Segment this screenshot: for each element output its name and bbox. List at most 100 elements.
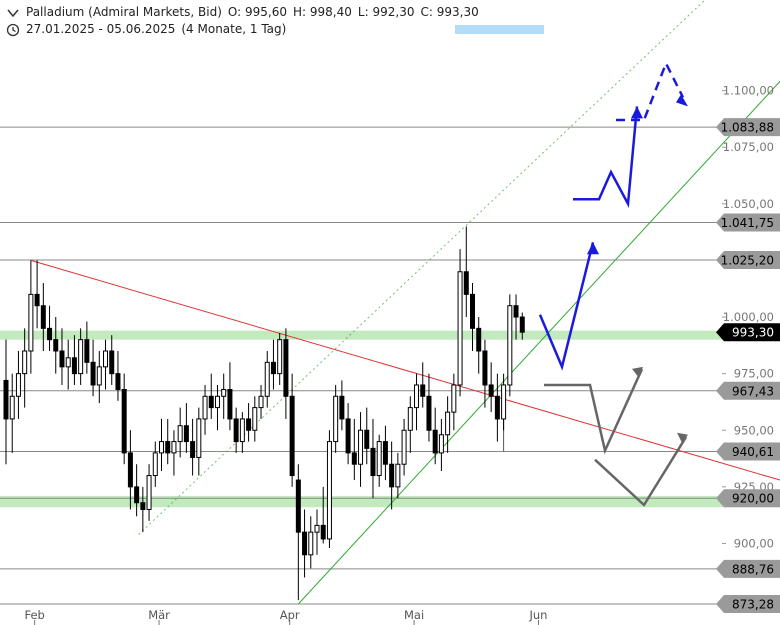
candle-body <box>451 384 457 413</box>
candle-body <box>488 384 494 397</box>
price-tick-label: 900,00 <box>734 536 774 550</box>
candle-body <box>376 441 382 477</box>
chart-header: Palladium (Admiral Markets, Bid) O: 995,… <box>6 4 479 38</box>
candle-body <box>233 418 239 443</box>
candle-body <box>28 293 34 352</box>
candle-body <box>214 395 220 409</box>
candle-body <box>482 350 488 386</box>
scenario-alt-path <box>544 368 644 455</box>
candle-body <box>196 418 202 458</box>
candle-body <box>78 339 84 375</box>
candle-body <box>277 339 283 375</box>
uptrend-line <box>297 81 780 605</box>
candle-body <box>333 395 339 443</box>
level-tag <box>716 118 780 137</box>
candle-body <box>407 407 413 431</box>
candle-body <box>414 384 420 409</box>
instrument-row: Palladium (Admiral Markets, Bid) O: 995,… <box>6 4 479 21</box>
candle-body <box>177 425 183 443</box>
candle-body <box>152 452 158 477</box>
current-price-label: 993,30 <box>732 326 774 340</box>
candle-body <box>302 531 308 556</box>
candle-body <box>227 388 233 420</box>
month-label: Jun <box>528 608 547 622</box>
candle-body <box>208 395 214 409</box>
candle-body <box>121 388 127 454</box>
candle-body <box>339 395 345 420</box>
range-row: 27.01.2025 - 05.06.2025 (4 Monate, 1 Tag… <box>6 21 479 38</box>
candle-body <box>326 441 332 540</box>
level-tag-label: 1.025,20 <box>721 253 774 267</box>
candle-body <box>370 447 376 477</box>
high-value: 998,40 <box>309 5 352 19</box>
candle-body <box>463 271 469 295</box>
candle-body <box>494 395 500 420</box>
level-tag <box>716 559 780 578</box>
candle-body <box>389 463 395 488</box>
candle-body <box>507 305 513 386</box>
level-tag-label: 888,76 <box>732 562 774 576</box>
arrow-head <box>587 242 599 255</box>
candle-body <box>308 531 314 556</box>
candle-body <box>9 395 15 420</box>
time-axis: Feb Mär Apr Mai Jun <box>24 608 547 625</box>
level-tag-label: 873,28 <box>732 597 774 611</box>
scenario-up-path <box>538 241 595 371</box>
chevron-down-icon[interactable] <box>6 6 20 20</box>
month-label: Apr <box>280 608 300 622</box>
candle-body <box>221 388 227 397</box>
candle-body <box>289 395 295 477</box>
candle-body <box>445 411 451 436</box>
candle-body <box>183 425 189 443</box>
price-tick-label: 1.050,00 <box>723 197 774 211</box>
arrow-head <box>677 432 688 443</box>
level-tag-label: 1.083,88 <box>721 121 774 135</box>
arrow-head <box>676 94 688 107</box>
level-tag <box>716 381 780 400</box>
level-tag <box>716 594 780 613</box>
level-tag <box>716 213 780 232</box>
candle-body <box>40 305 46 329</box>
arrow-head <box>631 106 643 119</box>
level-tag-label: 940,61 <box>732 445 774 459</box>
candle-body <box>165 441 171 454</box>
candle-body <box>103 350 109 368</box>
level-tag-label: 967,43 <box>732 384 774 398</box>
candle-body <box>401 429 407 465</box>
open-value: 995,60 <box>245 5 287 19</box>
price-tick-label: 975,00 <box>734 367 774 381</box>
scenario-up-path <box>573 106 639 209</box>
level-tag <box>716 250 780 269</box>
level-tag-label: 1.041,75 <box>721 216 774 230</box>
candle-body <box>470 293 475 329</box>
level-tag-label: 920,00 <box>732 492 774 506</box>
candle-body <box>59 350 65 368</box>
price-tick-label: 1.000,00 <box>723 310 774 324</box>
scenario-target-path <box>616 60 685 122</box>
candle-body <box>71 357 77 375</box>
level-tag <box>716 489 780 508</box>
high-label: H: <box>293 5 307 19</box>
period-length: (4 Monate, 1 Tag) <box>181 22 287 36</box>
candle-body <box>295 479 301 533</box>
close-value: 993,30 <box>436 5 479 19</box>
candle-body <box>513 305 519 318</box>
month-label: Feb <box>24 608 44 622</box>
candle-body <box>190 441 196 458</box>
candle-body <box>115 373 121 390</box>
low-value: 992,30 <box>372 5 415 19</box>
candle-body <box>476 327 482 352</box>
month-label: Mär <box>148 608 170 622</box>
candle-body <box>84 339 90 363</box>
candle-body <box>146 475 152 511</box>
candle-body <box>159 441 164 454</box>
price-axis: 1.100,001.075,001.050,001.025,001.000,00… <box>716 84 780 613</box>
date-range: 27.01.2025 - 05.06.2025 <box>26 22 176 36</box>
support-zone <box>0 495 780 508</box>
candle-body <box>314 524 320 533</box>
candle-body <box>90 361 96 386</box>
candle-body <box>22 350 28 375</box>
candle-body <box>283 339 289 397</box>
candle-body <box>358 429 364 465</box>
